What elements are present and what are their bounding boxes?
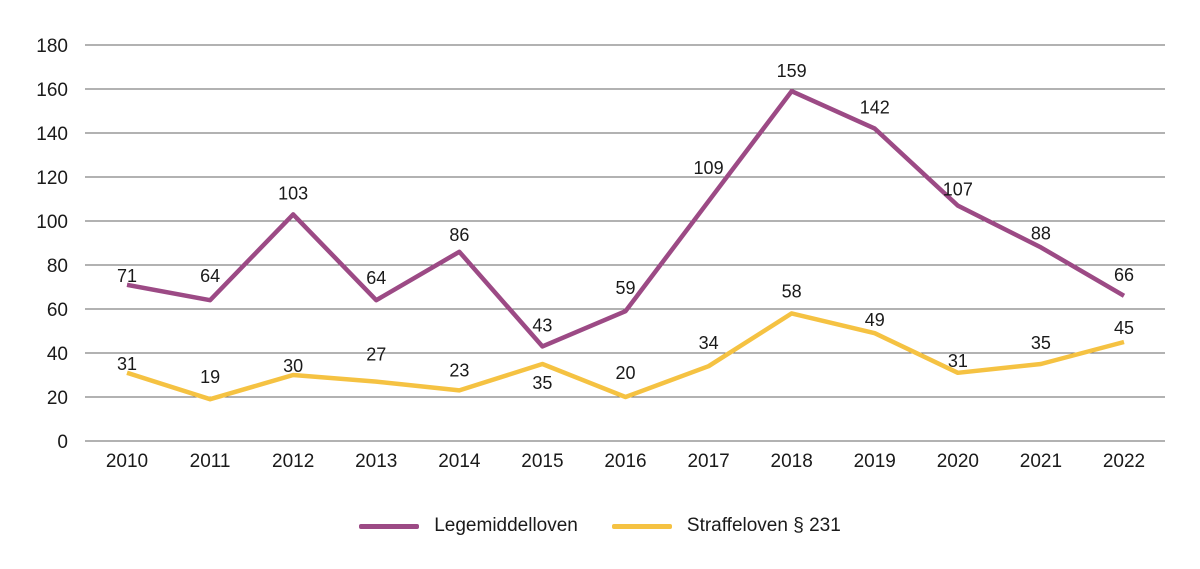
data-label: 31 bbox=[948, 351, 968, 371]
legend-item-legemiddelloven: Legemiddelloven bbox=[359, 515, 578, 537]
x-axis-tick-label: 2021 bbox=[1020, 451, 1062, 472]
data-label: 103 bbox=[278, 183, 308, 203]
data-label: 19 bbox=[200, 367, 220, 387]
legend-label: Straffeloven § 231 bbox=[686, 515, 841, 536]
x-axis-tick-label: 2013 bbox=[355, 451, 397, 472]
data-label: 35 bbox=[1031, 333, 1051, 353]
legend-swatch bbox=[359, 523, 420, 529]
data-label: 142 bbox=[860, 98, 890, 118]
x-axis-tick-label: 2016 bbox=[604, 451, 646, 472]
x-axis-tick-label: 2020 bbox=[937, 451, 979, 472]
y-axis-tick-label: 100 bbox=[36, 212, 68, 233]
x-axis-tick-label: 2018 bbox=[771, 451, 813, 472]
legend-item-straffeloven: Straffeloven § 231 bbox=[611, 515, 841, 537]
data-label: 71 bbox=[117, 266, 137, 286]
y-axis-tick-label: 20 bbox=[47, 388, 68, 409]
data-label: 66 bbox=[1114, 265, 1134, 285]
data-label: 64 bbox=[366, 268, 386, 288]
data-label: 43 bbox=[532, 315, 552, 335]
y-axis-tick-label: 120 bbox=[36, 168, 68, 189]
data-label: 64 bbox=[200, 266, 220, 286]
data-label: 109 bbox=[694, 158, 724, 178]
data-label: 45 bbox=[1114, 318, 1134, 338]
x-axis-tick-label: 2010 bbox=[106, 451, 148, 472]
y-axis-tick-label: 160 bbox=[36, 80, 68, 101]
y-axis-tick-label: 180 bbox=[36, 36, 68, 57]
y-axis-tick-label: 40 bbox=[47, 344, 68, 365]
data-label: 20 bbox=[615, 363, 635, 383]
legend-label: Legemiddelloven bbox=[434, 515, 578, 536]
legend-swatch bbox=[611, 523, 672, 529]
y-axis-tick-label: 60 bbox=[47, 300, 68, 321]
data-label: 58 bbox=[782, 281, 802, 301]
x-axis-tick-label: 2017 bbox=[687, 451, 729, 472]
data-label: 30 bbox=[283, 356, 303, 376]
data-label: 59 bbox=[615, 278, 635, 298]
data-label: 34 bbox=[699, 333, 719, 353]
data-label: 35 bbox=[532, 373, 552, 393]
data-label: 86 bbox=[449, 225, 469, 245]
x-axis-tick-label: 2014 bbox=[438, 451, 481, 472]
data-label: 23 bbox=[449, 360, 469, 380]
x-axis-tick-label: 2011 bbox=[190, 451, 231, 472]
chart-legend: Legemiddelloven Straffeloven § 231 bbox=[0, 511, 1200, 541]
data-label: 107 bbox=[943, 180, 973, 200]
x-axis-tick-label: 2019 bbox=[854, 451, 896, 472]
series-line-legemiddelloven bbox=[126, 88, 1126, 349]
y-axis-tick-label: 0 bbox=[57, 432, 68, 453]
data-label: 49 bbox=[865, 310, 885, 330]
data-label: 159 bbox=[777, 61, 807, 81]
x-axis-tick-label: 2012 bbox=[272, 451, 314, 472]
data-label: 27 bbox=[366, 345, 386, 365]
data-label: 31 bbox=[117, 354, 137, 374]
y-axis-tick-label: 140 bbox=[36, 124, 68, 145]
series-line-straffeloven bbox=[126, 311, 1125, 402]
chart-plot-area: 0 20 40 60 80 100 120 140 160 180 2010 2011 2012 2013… bbox=[36, 36, 1165, 472]
y-axis-tick-label: 80 bbox=[47, 256, 68, 277]
x-axis-tick-label: 2022 bbox=[1103, 451, 1145, 472]
x-axis-tick-label: 2015 bbox=[521, 451, 563, 472]
data-label: 88 bbox=[1031, 223, 1051, 243]
